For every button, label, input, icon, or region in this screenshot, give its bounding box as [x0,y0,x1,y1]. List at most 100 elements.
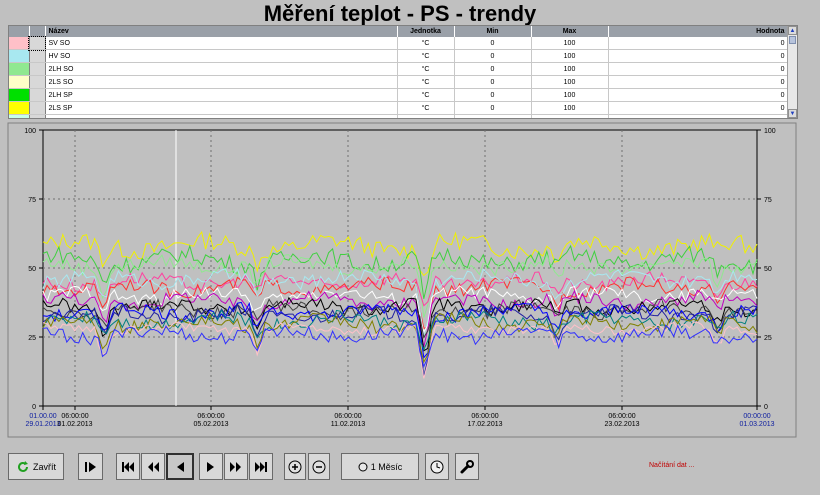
row-select-cell [29,101,46,115]
channel-value: 0 [608,101,789,115]
row-select-cell [29,75,46,89]
channel-min: 0 [454,114,532,118]
channel-unit: °C [397,75,455,89]
y-tick-label-right: 100 [764,128,776,135]
channel-table: Název Jednotka Min Max Hodnota SV SO °C 0 1… [8,25,798,119]
min-column-header[interactable]: Min [454,26,532,37]
rewind-button[interactable] [141,453,165,480]
settings-button[interactable] [455,453,479,480]
x-tick-time: 06:00:00 [608,413,635,420]
table-scrollbar[interactable]: ▲ ▼ [787,26,797,118]
x-tick-date: 29.01.2013 [25,421,60,428]
series-line [42,301,758,359]
channel-name: 2LH SO [45,62,398,76]
zoom-out-button[interactable] [308,453,330,480]
x-tick-date: 01.02.2013 [57,421,92,428]
page-title: Měření teplot - PS - trendy [263,1,537,26]
channel-grid: Název Jednotka Min Max Hodnota SV SO °C 0 1… [9,26,789,118]
close-button-label: Zavřít [32,461,56,472]
series-line [42,323,758,368]
name-column-header[interactable]: Název [45,26,398,37]
y-tick-label-left: 75 [28,197,36,204]
channel-value: 0 [608,37,789,50]
play-from-start-icon [84,461,96,472]
series-line [42,303,758,377]
x-tick-time: 00:00:00 [743,413,770,420]
x-tick-time: 06:00:00 [61,413,88,420]
channel-value: 0 [608,114,789,118]
scroll-up-icon[interactable]: ▲ [788,26,797,35]
channel-max: 100 [531,88,609,102]
channel-unit: °C [397,88,455,102]
max-column-header[interactable]: Max [531,26,609,37]
zoom-out-icon [312,460,326,473]
scroll-down-icon[interactable]: ▼ [788,109,797,118]
x-tick-time: 06:00:00 [471,413,498,420]
color-column-header [9,26,30,37]
row-select-cell [29,114,46,118]
channel-unit: °C [397,62,455,76]
rewind-icon [148,461,159,472]
channel-unit: °C [397,101,455,115]
series-line [42,321,758,379]
color-swatch [9,49,30,63]
clock-icon [430,460,444,473]
series-line [42,276,758,330]
zoom-in-button[interactable] [284,453,306,480]
y-tick-label-left: 100 [24,128,36,135]
channel-name: 2LH SP [45,88,398,102]
refresh-icon [18,460,28,472]
fast-forward-button[interactable] [224,453,248,480]
close-button[interactable]: Zavřít [8,453,64,480]
channel-value: 0 [608,88,789,102]
step-forward-icon [207,461,214,472]
table-row[interactable]: SV SO °C 0 100 0 [9,36,789,51]
table-row[interactable]: 2LH SP °C 0 100 0 [9,88,789,102]
select-column-header [29,26,46,37]
status-text: Načítání dat ... [649,462,695,469]
x-tick-date: 01.03.2013 [739,421,774,428]
first-button[interactable] [116,453,140,480]
y-tick-label-right: 25 [764,335,772,342]
period-button[interactable]: 1 Měsíc [341,453,419,480]
table-row[interactable]: HV SO °C 0 100 0 [9,49,789,63]
last-button[interactable] [249,453,273,480]
channel-max: 100 [531,75,609,89]
unit-column-header[interactable]: Jednotka [397,26,455,37]
step-forward-button[interactable] [199,453,223,480]
y-tick-label-right: 75 [764,197,772,204]
series-line [42,267,758,336]
row-select-cell [29,62,46,76]
table-row[interactable]: 2LS SP °C 0 100 0 [9,101,789,115]
play-from-start-button[interactable] [78,453,103,480]
time-button[interactable] [425,453,449,480]
x-tick-date: 11.02.2013 [331,421,366,428]
channel-value: 0 [608,49,789,63]
scroll-thumb[interactable] [789,36,796,44]
channel-max: 100 [531,101,609,115]
y-tick-label-left: 0 [32,404,36,411]
zoom-in-icon [288,460,302,473]
channel-name: SV SO [45,37,398,50]
channel-min: 0 [454,101,532,115]
color-swatch [9,37,30,50]
table-header-row: Název Jednotka Min Max Hodnota [9,26,789,37]
value-column-header[interactable]: Hodnota [608,26,789,37]
x-tick-time: 01.00.00 [29,413,56,420]
row-select-cell [28,36,46,51]
table-row[interactable]: 2LH SO °C 0 100 0 [9,62,789,76]
color-swatch [9,62,30,76]
skip-last-icon [255,461,267,472]
channel-max: 100 [531,114,609,118]
color-swatch [9,114,30,118]
series-line [42,270,758,307]
channel-name: 2LS SO [45,75,398,89]
series-line [42,289,758,348]
channel-name: HV SO [45,49,398,63]
step-back-button[interactable] [166,453,194,480]
channel-min: 0 [454,62,532,76]
table-row[interactable]: 2LS SO °C 0 100 0 [9,75,789,89]
row-select-cell [29,49,46,63]
